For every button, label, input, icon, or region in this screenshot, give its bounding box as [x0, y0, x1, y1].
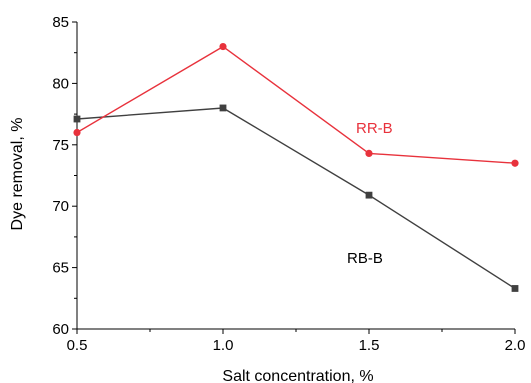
data-point-rr-b: [73, 128, 81, 137]
y-axis-title: Dye removal, %: [9, 118, 26, 231]
data-point-rr-b: [365, 149, 373, 157]
y-tick-label: 85: [52, 14, 69, 31]
y-tick-label: 65: [52, 260, 69, 277]
data-point-rr-b: [219, 42, 227, 51]
data-point-rb-b: [365, 191, 373, 199]
y-tick-label: 80: [52, 75, 69, 92]
axes: 60 65 70 75 80 85 0.5 1.0 1.5 2.0: [52, 14, 525, 354]
x-tick-label: 1.5: [359, 337, 380, 354]
y-tick-label: 60: [52, 321, 69, 338]
data-point-rb-b: [511, 285, 519, 292]
x-tick-label: 2.0: [505, 337, 526, 354]
x-tick-label: 1.0: [213, 337, 234, 354]
y-tick-label: 70: [52, 198, 69, 215]
series-line-rr-b: [76, 45, 516, 164]
data-point-rr-b: [511, 159, 519, 167]
data-point-rb-b: [219, 104, 227, 112]
x-tick-label: 0.5: [67, 337, 88, 354]
series-layer: [73, 42, 519, 292]
x-axis-title: Salt concentration, %: [222, 368, 373, 383]
series-label-rb-b: RB-B: [347, 250, 383, 267]
data-point-rb-b: [73, 115, 81, 123]
series-line-rb-b: [76, 107, 516, 290]
y-tick-label: 75: [52, 137, 69, 154]
series-label-rr-b: RR-B: [356, 120, 393, 137]
